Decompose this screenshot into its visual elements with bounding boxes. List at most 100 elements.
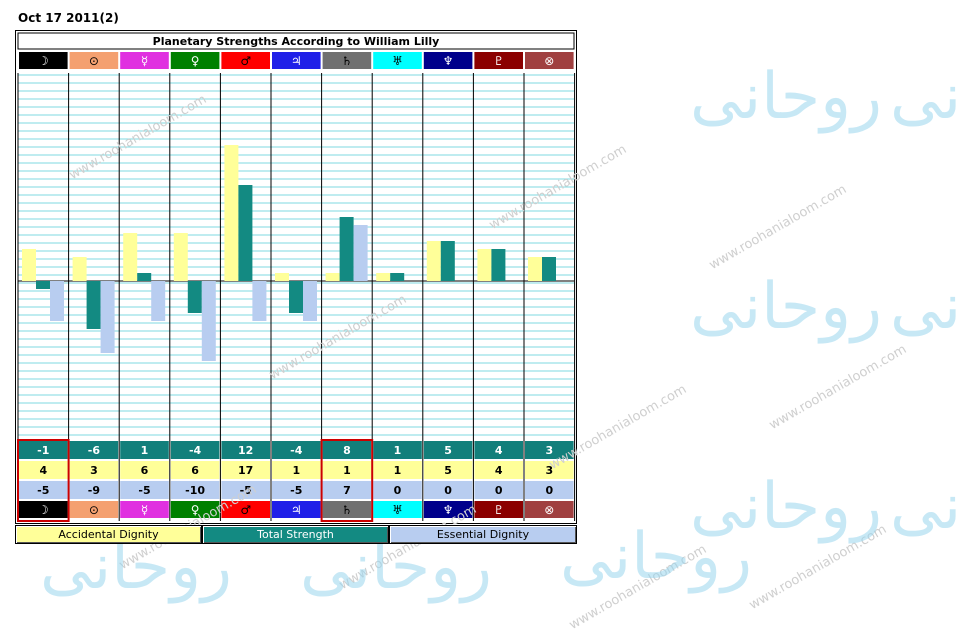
value-label-accidental: 1: [394, 464, 402, 477]
planet-header-cell: [170, 52, 220, 69]
planet-footer-symbol: ♀: [191, 503, 200, 517]
value-label-essential: -5: [240, 484, 252, 497]
planet-header-cell: [221, 52, 270, 69]
planet-footer-cell: [322, 501, 372, 518]
planet-footer-cell: [423, 501, 473, 518]
planet-header-symbol: ♇: [493, 54, 504, 68]
value-label-essential: 0: [545, 484, 553, 497]
bar-essential-dignity: [100, 281, 115, 353]
value-label-total: 1: [141, 444, 149, 457]
value-label-accidental: 3: [545, 464, 553, 477]
watermark-glyph: روحانی: [560, 520, 753, 594]
value-cell-accidental: [525, 461, 574, 479]
planet-header-symbol: ⊙: [89, 54, 99, 68]
value-label-accidental: 4: [39, 464, 47, 477]
bar-accidental-dignity: [376, 273, 391, 281]
planet-footer-cell: [69, 501, 119, 518]
planet-header-cell: [373, 52, 422, 69]
value-cell-total: [322, 441, 372, 459]
value-cell-essential: [322, 481, 372, 499]
planet-header-cell: [19, 52, 68, 69]
value-label-accidental: 1: [292, 464, 300, 477]
bar-accidental-dignity: [22, 249, 36, 281]
chart-title: Planetary Strengths According to William…: [153, 35, 440, 48]
watermark-glyph: روحانی: [890, 470, 957, 544]
planet-footer-cell: [474, 501, 523, 518]
planet-header-cell: [120, 52, 169, 69]
watermark-glyph: روحانی: [690, 470, 883, 544]
value-label-essential: -9: [88, 484, 100, 497]
value-cell-total: [525, 441, 574, 459]
bar-accidental-dignity: [72, 257, 87, 281]
value-cell-accidental: [423, 461, 473, 479]
value-cell-total: [170, 441, 220, 459]
planet-footer-symbol: ♂: [240, 503, 251, 517]
value-cell-essential: [373, 481, 422, 499]
legend-essential-dignity: Essential Dignity: [389, 525, 577, 544]
planet-footer-cell: [373, 501, 422, 518]
planet-footer-cell: [221, 501, 270, 518]
planet-footer-cell: [170, 501, 220, 518]
planet-header-symbol: ⊗: [544, 54, 554, 68]
planetary-strength-chart: Planetary Strengths According to William…: [15, 30, 577, 524]
value-label-total: -4: [290, 444, 303, 457]
value-label-accidental: 17: [238, 464, 253, 477]
planet-footer-symbol: ♆: [443, 503, 454, 517]
planet-footer-symbol: ♃: [291, 503, 302, 517]
value-label-total: -1: [37, 444, 49, 457]
value-cell-total: [19, 441, 68, 459]
value-label-essential: -5: [138, 484, 150, 497]
watermark-text: www.roohanialoom.com: [766, 342, 910, 433]
watermark-text: www.roohanialoom.com: [706, 182, 850, 273]
planet-footer-symbol: ♇: [493, 503, 504, 517]
watermark-glyph: روحانی: [890, 270, 957, 344]
value-cell-essential: [120, 481, 169, 499]
value-label-accidental: 6: [141, 464, 149, 477]
value-label-essential: -5: [37, 484, 49, 497]
bar-accidental-dignity: [325, 273, 340, 281]
planet-footer-symbol: ☽: [38, 503, 49, 517]
value-label-total: 5: [444, 444, 452, 457]
value-cell-accidental: [322, 461, 372, 479]
value-label-essential: -5: [290, 484, 302, 497]
bar-total-strength: [36, 281, 50, 289]
bar-total-strength: [86, 281, 101, 329]
bar-essential-dignity: [151, 281, 166, 321]
value-label-total: -4: [189, 444, 202, 457]
value-label-essential: 0: [444, 484, 452, 497]
planet-header-symbol: ☽: [38, 54, 49, 68]
value-label-total: 1: [394, 444, 402, 457]
bar-accidental-dignity: [275, 273, 289, 281]
value-label-essential: -10: [185, 484, 205, 497]
bar-total-strength: [390, 273, 405, 281]
value-cell-accidental: [170, 461, 220, 479]
planet-header-symbol: ♃: [291, 54, 302, 68]
value-cell-essential: [69, 481, 119, 499]
planet-header-symbol: ☿: [141, 54, 148, 68]
planet-header-cell: [322, 52, 372, 69]
planet-footer-cell: [525, 501, 574, 518]
planet-header-cell: [474, 52, 523, 69]
value-cell-total: [69, 441, 119, 459]
bar-total-strength: [137, 273, 152, 281]
bar-essential-dignity: [303, 281, 317, 321]
planet-footer-symbol: ⊗: [544, 503, 554, 517]
value-cell-accidental: [19, 461, 68, 479]
value-cell-essential: [525, 481, 574, 499]
planet-footer-symbol: ♅: [392, 503, 403, 517]
planet-header-symbol: ♆: [443, 54, 454, 68]
planet-header-cell: [423, 52, 473, 69]
bar-total-strength: [238, 185, 253, 281]
planet-header-cell: [272, 52, 321, 69]
watermark-glyph: روحانی: [690, 270, 883, 344]
planet-header-symbol: ♀: [191, 54, 200, 68]
title-bar: [17, 32, 575, 50]
planet-footer-cell: [120, 501, 169, 518]
value-label-essential: 0: [394, 484, 402, 497]
legend-total-strength: Total Strength: [202, 525, 389, 544]
value-cell-total: [272, 441, 321, 459]
value-cell-total: [120, 441, 169, 459]
highlight-box: [320, 439, 374, 522]
chart-date: Oct 17 2011(2): [18, 11, 119, 25]
value-cell-essential: [474, 481, 523, 499]
